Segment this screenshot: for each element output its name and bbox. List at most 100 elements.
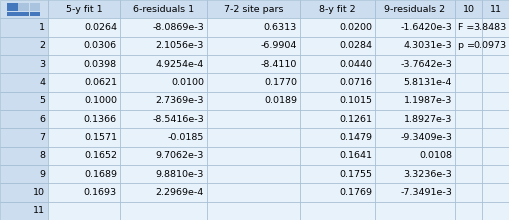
Bar	[482, 55, 509, 73]
Text: 9: 9	[39, 170, 45, 179]
Bar	[30, 12, 40, 16]
Bar	[375, 55, 455, 73]
Text: 0.1693: 0.1693	[84, 188, 117, 197]
Bar	[375, 92, 455, 110]
Bar	[18, 7, 29, 11]
Text: 5-y fit 1: 5-y fit 1	[66, 5, 102, 14]
Bar	[120, 165, 207, 183]
Text: 3: 3	[39, 60, 45, 69]
Bar	[0, 55, 48, 73]
Text: 2.7369e-3: 2.7369e-3	[156, 96, 204, 105]
Text: 0.0621: 0.0621	[84, 78, 117, 87]
Bar	[300, 55, 375, 73]
Text: -9.3409e-3: -9.3409e-3	[400, 133, 452, 142]
Text: 4.3031e-3: 4.3031e-3	[403, 41, 452, 50]
Bar	[482, 128, 509, 147]
Bar	[455, 202, 482, 220]
Text: -7.3491e-3: -7.3491e-3	[400, 188, 452, 197]
Bar	[120, 147, 207, 165]
Text: 0.0398: 0.0398	[84, 60, 117, 69]
Bar	[375, 183, 455, 202]
Bar	[120, 37, 207, 55]
Text: 10: 10	[33, 188, 45, 197]
Bar	[0, 73, 48, 92]
Text: 5.8131e-4: 5.8131e-4	[404, 78, 452, 87]
Text: 0.1000: 0.1000	[84, 96, 117, 105]
Bar	[48, 183, 120, 202]
Bar	[455, 110, 482, 128]
Text: 0.0264: 0.0264	[84, 23, 117, 32]
Text: 0.1479: 0.1479	[339, 133, 372, 142]
Text: 11: 11	[490, 5, 501, 14]
Bar	[300, 165, 375, 183]
Bar	[375, 0, 455, 18]
Text: 0.0716: 0.0716	[339, 78, 372, 87]
Text: 0.1652: 0.1652	[84, 151, 117, 160]
Text: 0.0440: 0.0440	[339, 60, 372, 69]
Text: F =: F =	[458, 23, 474, 32]
Text: 6: 6	[39, 115, 45, 124]
Bar	[30, 3, 40, 7]
Bar	[300, 183, 375, 202]
Text: 0.0200: 0.0200	[339, 23, 372, 32]
Text: 0.1366: 0.1366	[84, 115, 117, 124]
Bar	[18, 3, 29, 7]
Text: 0.1015: 0.1015	[339, 96, 372, 105]
Bar	[375, 165, 455, 183]
Bar	[375, 73, 455, 92]
Bar	[455, 37, 482, 55]
Bar	[48, 92, 120, 110]
Bar	[48, 147, 120, 165]
Bar	[207, 128, 300, 147]
Bar	[0, 165, 48, 183]
Text: 0.1641: 0.1641	[339, 151, 372, 160]
Text: 0.1689: 0.1689	[84, 170, 117, 179]
Bar	[120, 18, 207, 37]
Bar	[482, 73, 509, 92]
Text: 0.0100: 0.0100	[171, 78, 204, 87]
Bar	[207, 147, 300, 165]
Bar	[7, 3, 17, 7]
Text: p =: p =	[458, 41, 475, 50]
Text: 1.8927e-3: 1.8927e-3	[404, 115, 452, 124]
Text: 4.9254e-4: 4.9254e-4	[156, 60, 204, 69]
Bar	[0, 18, 48, 37]
Bar	[455, 183, 482, 202]
Text: 2: 2	[39, 41, 45, 50]
Bar	[207, 165, 300, 183]
Bar	[30, 7, 40, 11]
Bar	[482, 18, 509, 37]
Text: -1.6420e-3: -1.6420e-3	[400, 23, 452, 32]
Bar	[455, 92, 482, 110]
Bar	[207, 202, 300, 220]
Text: -3.7642e-3: -3.7642e-3	[400, 60, 452, 69]
Text: 0.0284: 0.0284	[339, 41, 372, 50]
Bar	[455, 55, 482, 73]
Bar	[120, 128, 207, 147]
Bar	[7, 12, 17, 16]
Text: 0.1770: 0.1770	[264, 78, 297, 87]
Bar	[207, 73, 300, 92]
Bar	[300, 202, 375, 220]
Bar	[455, 165, 482, 183]
Text: 6-residuals 1: 6-residuals 1	[133, 5, 194, 14]
Bar	[48, 0, 120, 18]
Bar	[455, 73, 482, 92]
Bar	[18, 12, 29, 16]
Bar	[0, 37, 48, 55]
Bar	[48, 165, 120, 183]
Bar	[482, 147, 509, 165]
Bar	[482, 202, 509, 220]
Bar	[375, 110, 455, 128]
Bar	[375, 128, 455, 147]
Text: 2.1056e-3: 2.1056e-3	[156, 41, 204, 50]
Text: -0.0185: -0.0185	[167, 133, 204, 142]
Bar	[48, 37, 120, 55]
Bar	[48, 202, 120, 220]
Bar	[207, 55, 300, 73]
Bar	[0, 0, 48, 18]
Bar	[0, 110, 48, 128]
Text: 0.0189: 0.0189	[264, 96, 297, 105]
Bar	[0, 128, 48, 147]
Bar	[300, 128, 375, 147]
